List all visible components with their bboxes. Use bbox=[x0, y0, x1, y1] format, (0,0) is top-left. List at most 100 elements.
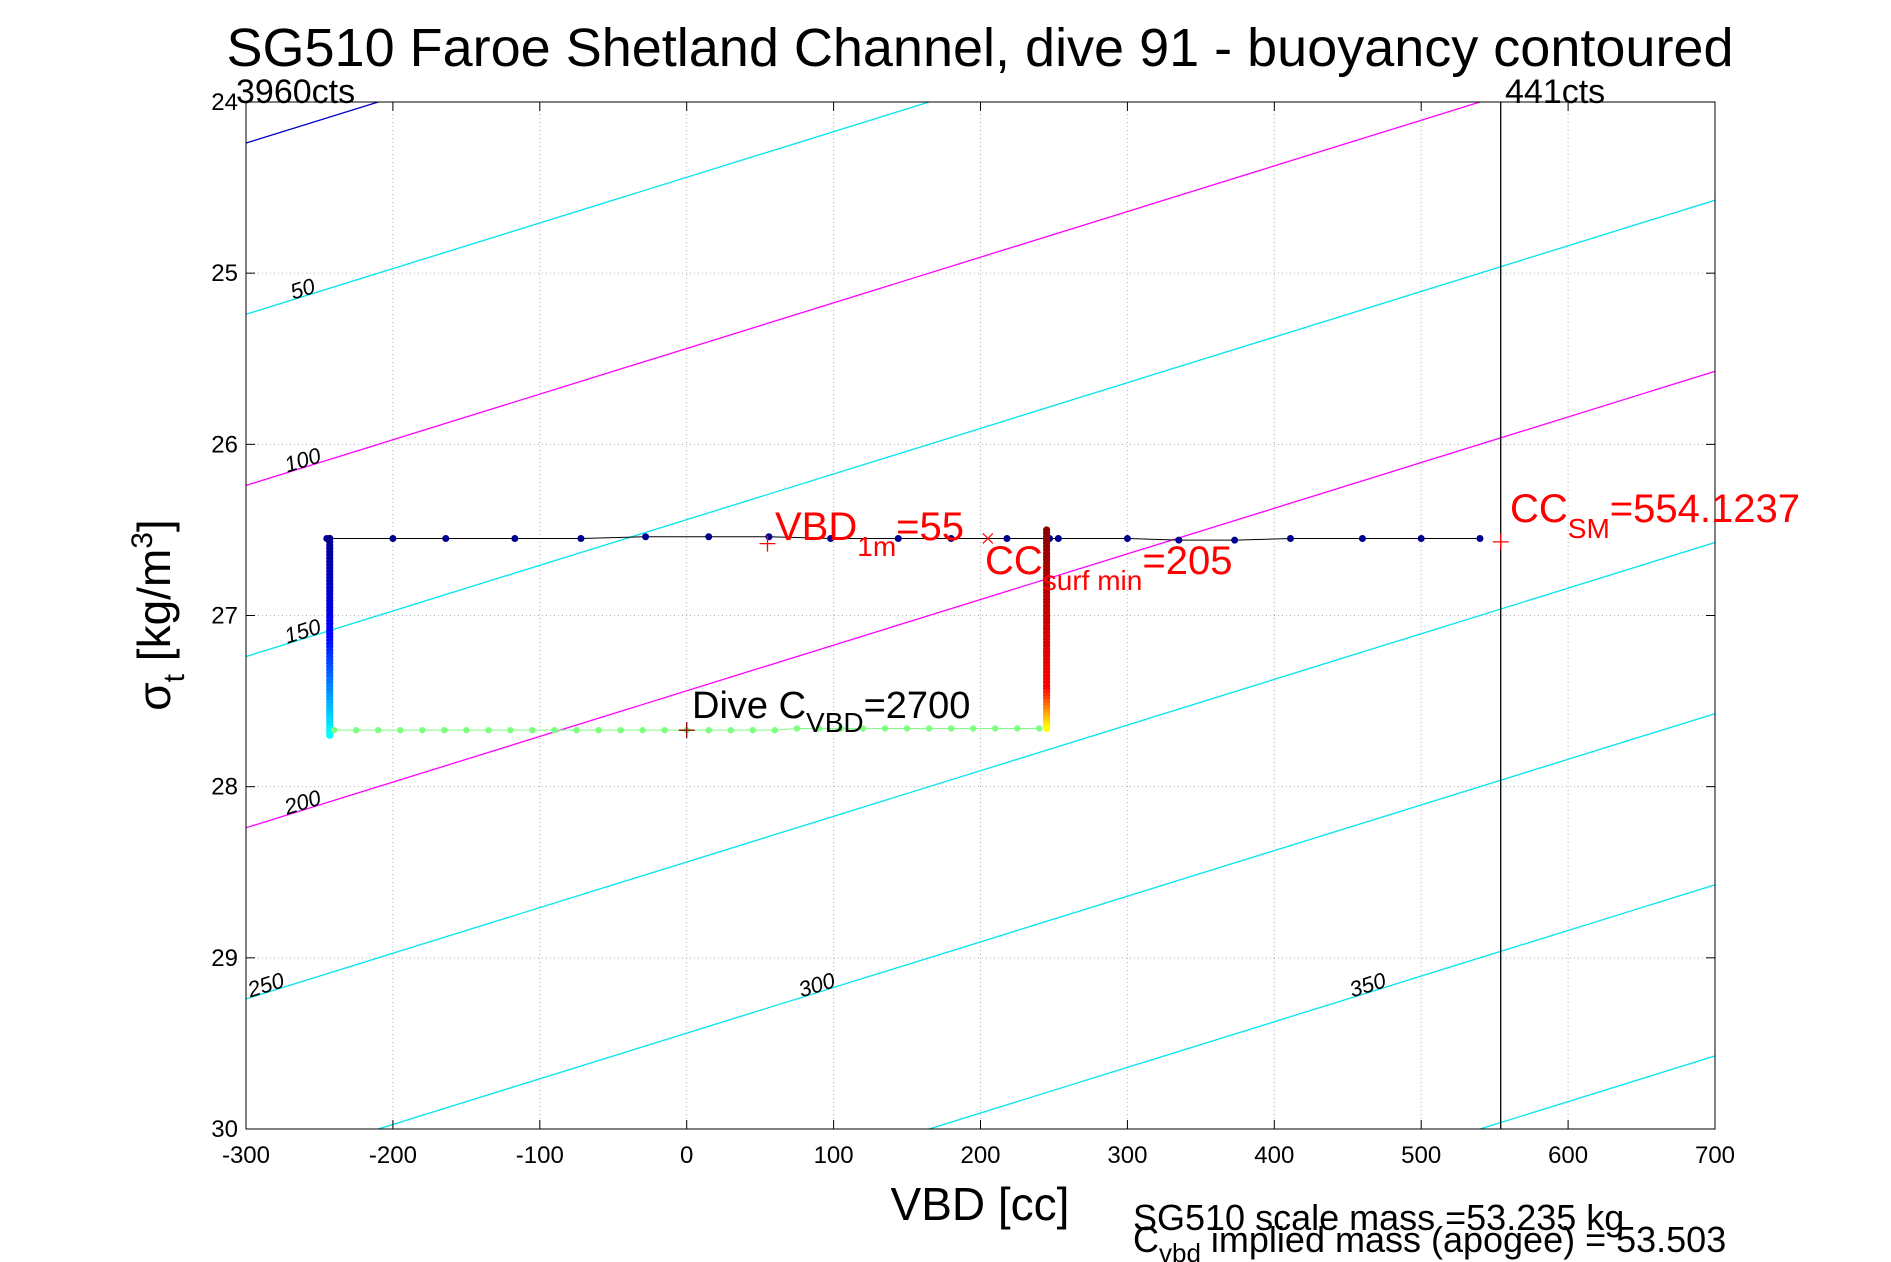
cc-surf-min-label: CCsurf min=205 bbox=[985, 539, 1232, 596]
point-apogee bbox=[881, 725, 889, 732]
y-tick-label: 24 bbox=[211, 89, 238, 116]
x-tick-label: 300 bbox=[1107, 1142, 1147, 1169]
x-tick-label: 700 bbox=[1695, 1142, 1735, 1169]
contour-line bbox=[378, 712, 1715, 1129]
point-apogee bbox=[1014, 725, 1021, 732]
x-tick-label: 100 bbox=[814, 1142, 854, 1169]
cts-left-label: 3960cts bbox=[236, 73, 355, 111]
x-axis-ticks: -300 -200 -100 0 100 200 300 400 500 600 700 bbox=[222, 102, 1735, 1169]
contour-label: 350 bbox=[1346, 967, 1389, 1002]
x-tick-label: -300 bbox=[222, 1142, 270, 1169]
y-tick-label: 30 bbox=[211, 1116, 238, 1143]
point-surface bbox=[705, 533, 713, 541]
point-surface bbox=[1003, 534, 1011, 542]
point-surface bbox=[1054, 534, 1062, 542]
point-apogee bbox=[330, 726, 338, 734]
chart-title: SG510 Faroe Shetland Channel, dive 91 - … bbox=[227, 18, 1734, 78]
point-apogee bbox=[793, 725, 801, 732]
y-tick-label: 29 bbox=[211, 945, 238, 972]
point-surface bbox=[1175, 536, 1183, 544]
cc-sm-label: CCSM=554.1237 bbox=[1510, 487, 1800, 544]
point-apogee bbox=[969, 725, 977, 732]
cts-right-label: 441cts bbox=[1505, 73, 1605, 111]
point-surface bbox=[1358, 534, 1366, 542]
point-apogee bbox=[595, 726, 602, 734]
point-apogee bbox=[837, 725, 845, 732]
point-apogee bbox=[639, 726, 646, 734]
point-surface bbox=[511, 534, 519, 542]
x-axis-label: VBD [cc] bbox=[891, 1178, 1070, 1230]
point-surface bbox=[894, 534, 902, 542]
contour-label: 150 bbox=[281, 614, 324, 649]
vbd-1m-label: VBD1m=55 bbox=[775, 505, 964, 562]
point-apogee bbox=[617, 726, 624, 734]
point-apogee bbox=[507, 726, 514, 734]
marker-CC_surf_min bbox=[982, 533, 994, 544]
x-tick-label: 600 bbox=[1548, 1142, 1588, 1169]
markers bbox=[678, 533, 1509, 739]
point-surface bbox=[1286, 534, 1294, 542]
contour-line bbox=[246, 541, 1715, 1000]
scale-mass-label: SG510 scale mass =53.235 kg bbox=[1133, 1197, 1624, 1238]
point-apogee bbox=[947, 725, 955, 732]
point-apogee bbox=[441, 726, 448, 734]
grid-lines bbox=[245, 101, 1716, 1130]
contour-line bbox=[246, 102, 930, 315]
contour-label: 300 bbox=[795, 967, 838, 1002]
point-apogee bbox=[771, 726, 779, 734]
point-descent bbox=[326, 731, 334, 739]
point-surface bbox=[765, 533, 773, 541]
marker-VBD_1m bbox=[759, 535, 776, 552]
contour-label: 250 bbox=[244, 967, 288, 1002]
point-surface bbox=[1476, 534, 1484, 542]
point-apogee bbox=[815, 725, 823, 732]
point-surface bbox=[389, 534, 397, 542]
contour-lines bbox=[246, 102, 1715, 1129]
point-apogee bbox=[352, 726, 360, 734]
point-apogee bbox=[749, 726, 757, 734]
contour-line bbox=[1479, 1055, 1715, 1129]
contour-label: 200 bbox=[280, 785, 324, 820]
series-points bbox=[323, 526, 1484, 739]
point-apogee bbox=[375, 726, 382, 734]
x-tick-label: 500 bbox=[1401, 1142, 1441, 1169]
point-apogee bbox=[1036, 725, 1043, 732]
contour-label: 100 bbox=[281, 442, 324, 477]
x-tick-label: 200 bbox=[960, 1142, 1000, 1169]
implied-mass-label: Cvbd implied mass (apogee) = 53.503 bbox=[1133, 1219, 1726, 1262]
point-surface bbox=[1417, 534, 1425, 542]
point-apogee bbox=[705, 726, 712, 734]
y-tick-label: 25 bbox=[211, 260, 238, 287]
point-apogee bbox=[551, 726, 558, 734]
point-apogee bbox=[397, 726, 404, 734]
dive-c-vbd-label: Dive CVBD=2700 bbox=[692, 685, 970, 738]
y-axis-ticks: 24 25 26 27 28 29 30 bbox=[211, 89, 1715, 1143]
marker-Dive_C_VBD bbox=[678, 722, 695, 739]
point-apogee bbox=[463, 726, 470, 734]
x-tick-label: 400 bbox=[1254, 1142, 1294, 1169]
contour-line bbox=[928, 884, 1715, 1129]
contour-line bbox=[246, 370, 1715, 829]
x-tick-label: 0 bbox=[680, 1142, 693, 1169]
point-apogee bbox=[661, 726, 668, 734]
point-apogee bbox=[573, 726, 580, 734]
x-tick-label: -200 bbox=[369, 1142, 417, 1169]
point-apogee bbox=[925, 725, 933, 732]
point-apogee bbox=[529, 726, 536, 734]
contour-line bbox=[246, 102, 1481, 487]
contour-line bbox=[246, 199, 1715, 658]
point-surface bbox=[1231, 536, 1239, 544]
point-apogee bbox=[991, 725, 999, 732]
point-apogee bbox=[419, 726, 426, 734]
y-tick-label: 28 bbox=[211, 774, 238, 801]
point-surface bbox=[1123, 534, 1131, 542]
point-surface bbox=[642, 533, 650, 541]
y-tick-label: 27 bbox=[211, 603, 238, 630]
point-apogee bbox=[859, 725, 867, 732]
y-axis-label: σt [kg/m3] bbox=[126, 519, 191, 710]
marker-CC_SM bbox=[1492, 533, 1509, 550]
point-surface bbox=[577, 534, 585, 542]
point-ascent bbox=[1043, 724, 1051, 733]
